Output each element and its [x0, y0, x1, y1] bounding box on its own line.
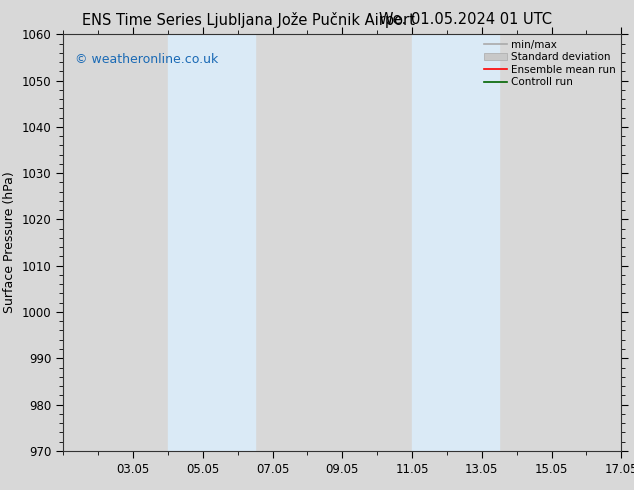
Text: We. 01.05.2024 01 UTC: We. 01.05.2024 01 UTC: [378, 12, 552, 27]
Legend: min/max, Standard deviation, Ensemble mean run, Controll run: min/max, Standard deviation, Ensemble me…: [484, 40, 616, 87]
Text: © weatheronline.co.uk: © weatheronline.co.uk: [75, 53, 218, 66]
Y-axis label: Surface Pressure (hPa): Surface Pressure (hPa): [3, 172, 16, 314]
Bar: [168, 34, 255, 451]
Text: ENS Time Series Ljubljana Jože Pučnik Airport: ENS Time Series Ljubljana Jože Pučnik Ai…: [82, 12, 415, 28]
Bar: [412, 34, 500, 451]
